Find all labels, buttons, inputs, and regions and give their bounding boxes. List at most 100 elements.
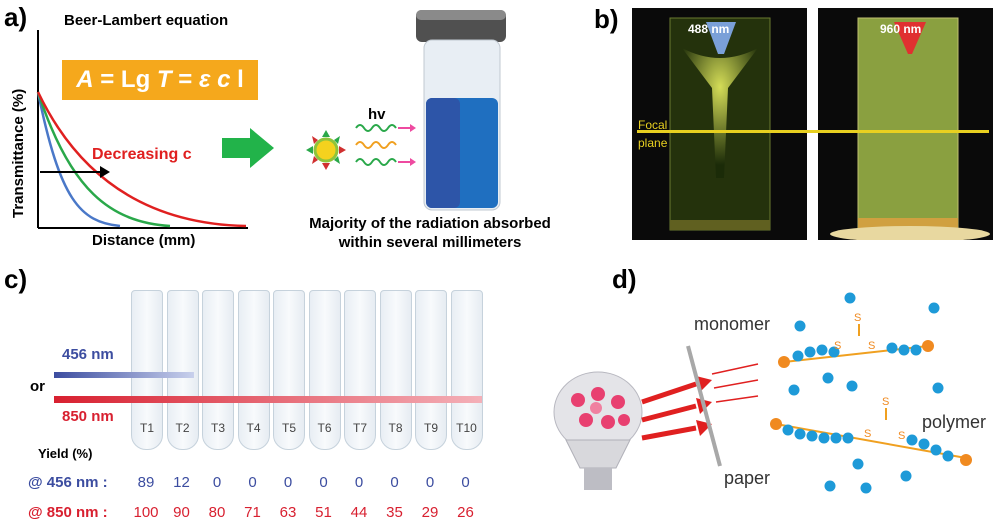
thin-arrow-1	[711, 363, 759, 375]
focal-label-2: plane	[638, 136, 668, 150]
sulfur-bot-1: S	[882, 396, 890, 408]
eq-a: A	[76, 66, 94, 93]
beam-850	[54, 396, 482, 403]
paper-label: paper	[724, 468, 771, 488]
row-456-label: @ 456 nm :	[28, 474, 108, 491]
paper-sheet	[686, 345, 722, 467]
sulfur-bot-2: S	[864, 428, 872, 440]
yield-456-value: 0	[248, 474, 257, 491]
sulfur-top-2: S	[834, 340, 842, 352]
yield-456-value: 0	[319, 474, 328, 491]
yield-header: Yield (%)	[38, 446, 93, 461]
label-850nm: 850 nm	[62, 408, 114, 425]
sulfur-bot-3: S	[898, 430, 906, 442]
test-tube: T4	[237, 290, 270, 450]
curve-label: Decreasing c	[92, 146, 192, 164]
tube-label: T7	[352, 421, 367, 435]
yield-850-value: 71	[244, 504, 261, 521]
beer-lambert-title: Beer-Lambert equation	[64, 12, 229, 29]
yield-850-value: 90	[173, 504, 190, 521]
tube-label: T3	[210, 421, 225, 435]
test-tube: T5	[273, 290, 305, 450]
yield-456-value: 0	[425, 474, 435, 491]
focal-label-1: Focal	[638, 118, 668, 132]
test-tube: T7	[344, 290, 376, 450]
light-arrow-1	[641, 381, 697, 405]
tube-label: T10	[456, 421, 477, 435]
test-tube: T8	[379, 290, 412, 450]
equation-box: A = Lg T = ε c l	[62, 60, 258, 100]
yield-850-value: 29	[421, 504, 439, 521]
eq-lg: = Lg	[93, 66, 157, 93]
panel-label-c: c)	[4, 264, 28, 294]
label-456nm: 456 nm	[62, 346, 114, 363]
cuvette-right-illustration	[830, 17, 990, 240]
yield-850-value: 26	[457, 504, 474, 521]
wave-green-1	[355, 124, 397, 132]
light-arrow-2	[641, 403, 697, 423]
thin-arrow-2	[713, 379, 759, 389]
wave-green-2	[355, 158, 397, 166]
sulfur-top-1: S	[854, 312, 862, 324]
test-tube: T9	[415, 290, 447, 450]
caption-line-2: within several millimeters	[338, 234, 522, 251]
tube-label: T1	[139, 421, 154, 435]
beer-lambert-plot	[36, 10, 506, 229]
decreasing-arrow-head	[100, 166, 110, 178]
label-or: or	[30, 378, 45, 395]
vial-icon	[416, 10, 506, 211]
eq-ec: ε c	[198, 66, 231, 93]
test-tube: T3	[202, 290, 234, 450]
polymerization-scheme	[553, 292, 972, 494]
polymer-chain-bottom	[770, 408, 972, 466]
yield-456-value: 89	[137, 474, 155, 491]
x-axis-label: Distance (mm)	[92, 232, 196, 249]
tube-label: T5	[281, 421, 296, 435]
tube-label: T2	[175, 421, 190, 435]
light-arrow-3	[641, 425, 697, 441]
eq-l: l	[230, 66, 244, 93]
polymer-label: polymer	[922, 412, 987, 432]
lamp-icon	[553, 371, 643, 490]
curve-label-text: Decreasing c	[92, 146, 192, 163]
tube-label: T8	[388, 421, 403, 435]
yield-456-value: 0	[461, 474, 470, 491]
y-axis-label: Transmittance (%)	[10, 88, 27, 218]
yield-850-value: 51	[315, 504, 332, 521]
wave-orange	[355, 141, 397, 149]
yield-850-value: 80	[208, 504, 226, 521]
yield-456-value: 0	[212, 474, 222, 491]
yield-456-value: 0	[354, 474, 364, 491]
cuvette-left-illustration	[669, 17, 771, 231]
wavelength-right: 960 nm	[880, 22, 922, 36]
tube-label: T6	[317, 421, 332, 435]
yield-850-value: 44	[350, 504, 368, 521]
cuvette-photo-left	[632, 8, 807, 240]
green-arrow-head	[250, 128, 274, 168]
beam-456	[54, 372, 194, 378]
curve-blue	[36, 91, 121, 228]
curve-green	[36, 91, 171, 228]
row-850-label: @ 850 nm :	[28, 504, 108, 521]
panel-label-a: a)	[4, 2, 28, 32]
thin-arrow-3	[715, 395, 759, 403]
hv-label: hv	[368, 106, 386, 123]
tube-label: T9	[423, 421, 438, 435]
sulfur-top-3: S	[868, 340, 876, 352]
yield-456-value: 0	[390, 474, 399, 491]
yield-456-value: 12	[173, 474, 190, 491]
yield-456-value: 0	[283, 474, 293, 491]
caption-line-1: Majority of the radiation absorbed	[309, 215, 551, 232]
cuvette-photo-right	[818, 8, 993, 240]
panel-label-d: d)	[612, 264, 637, 294]
test-tube: T2	[166, 290, 199, 450]
yield-850-value: 100	[133, 504, 159, 521]
yield-850-value: 63	[279, 504, 297, 521]
green-arrow-body	[222, 138, 250, 158]
monomer-label: monomer	[694, 314, 771, 334]
eq-equals: =	[171, 66, 199, 93]
focal-plane-line	[637, 130, 989, 133]
test-tube: T1	[131, 290, 163, 450]
caption: Majority of the radiation absorbed withi…	[284, 214, 576, 252]
curve-red	[36, 91, 247, 228]
